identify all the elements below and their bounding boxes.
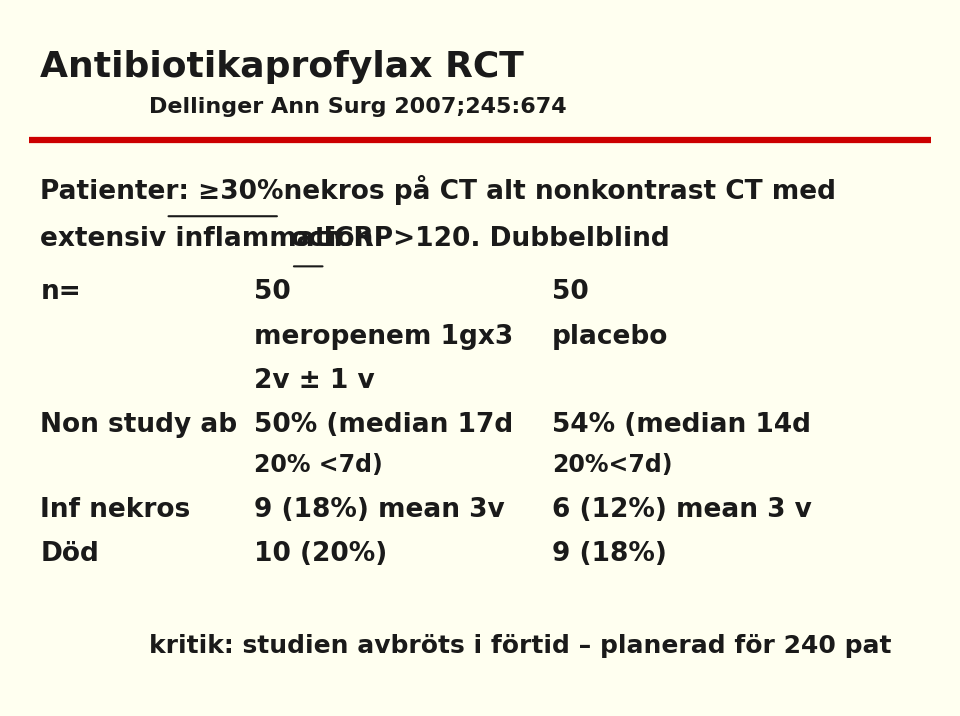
Text: 10 (20%): 10 (20%) <box>254 541 388 567</box>
Text: 6 (12%) mean 3 v: 6 (12%) mean 3 v <box>552 497 812 523</box>
Text: kritik: studien avbröts i förtid – planerad för 240 pat: kritik: studien avbröts i förtid – plane… <box>149 634 891 658</box>
Text: Dellinger Ann Surg 2007;245:674: Dellinger Ann Surg 2007;245:674 <box>149 97 566 117</box>
Text: Antibiotikaprofylax RCT: Antibiotikaprofylax RCT <box>40 50 524 84</box>
Text: 50: 50 <box>254 279 291 305</box>
Text: Patienter: ≥30%nekros på CT alt nonkontrast CT med: Patienter: ≥30%nekros på CT alt nonkontr… <box>40 175 836 205</box>
Text: n=: n= <box>40 279 81 305</box>
Text: 20% <7d): 20% <7d) <box>254 453 383 477</box>
Text: Non study ab: Non study ab <box>40 412 237 438</box>
Text: CRP>120. Dubbelblind: CRP>120. Dubbelblind <box>325 226 670 251</box>
Text: 20%<7d): 20%<7d) <box>552 453 673 477</box>
Text: Död: Död <box>40 541 99 567</box>
Text: extensiv inflammation: extensiv inflammation <box>40 226 383 251</box>
Text: 9 (18%) mean 3v: 9 (18%) mean 3v <box>254 497 505 523</box>
Text: placebo: placebo <box>552 324 668 349</box>
Text: 2v ± 1 v: 2v ± 1 v <box>254 368 375 394</box>
Text: Inf nekros: Inf nekros <box>40 497 191 523</box>
Text: 9 (18%): 9 (18%) <box>552 541 667 567</box>
Text: meropenem 1gx3: meropenem 1gx3 <box>254 324 514 349</box>
Text: och: och <box>291 226 344 251</box>
Text: 50: 50 <box>552 279 588 305</box>
Text: 50% (median 17d: 50% (median 17d <box>254 412 514 438</box>
Text: 54% (median 14d: 54% (median 14d <box>552 412 811 438</box>
